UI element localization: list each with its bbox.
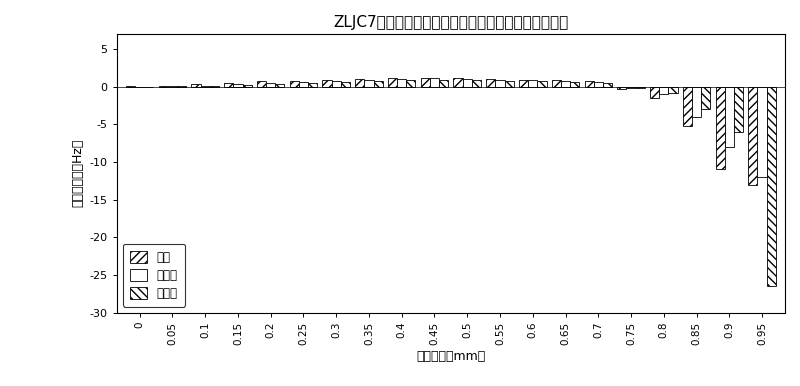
Bar <box>290 81 299 87</box>
Bar <box>618 87 626 89</box>
Bar <box>495 80 505 87</box>
Bar <box>430 78 439 87</box>
Bar <box>766 87 776 286</box>
Bar <box>322 80 332 87</box>
Bar <box>585 81 594 87</box>
Bar <box>682 87 692 126</box>
Bar <box>299 82 308 87</box>
Bar <box>561 81 570 87</box>
Bar <box>748 87 758 185</box>
Bar <box>234 85 242 87</box>
Bar <box>341 82 350 87</box>
Legend: 充水, 充酒精, 充煎油: 充水, 充酒精, 充煎油 <box>122 244 185 306</box>
Bar <box>210 86 219 87</box>
Bar <box>406 80 415 87</box>
Bar <box>308 83 317 87</box>
Bar <box>725 87 734 147</box>
Bar <box>275 84 285 87</box>
Title: ZLJC7型科氏流量计非均匀磨损三阶频率变化量实验値: ZLJC7型科氏流量计非均匀磨损三阶频率变化量实验値 <box>334 15 569 30</box>
Bar <box>439 80 448 87</box>
Bar <box>552 80 561 87</box>
Bar <box>603 83 612 87</box>
Bar <box>266 83 275 87</box>
Bar <box>528 80 538 87</box>
Bar <box>421 78 430 87</box>
Bar <box>462 79 472 87</box>
Bar <box>224 83 234 87</box>
Bar <box>519 80 528 87</box>
X-axis label: 磨损厚度（mm）: 磨损厚度（mm） <box>416 350 486 363</box>
Bar <box>505 81 514 87</box>
Bar <box>355 79 364 87</box>
Bar <box>538 81 546 87</box>
Bar <box>332 81 341 87</box>
Bar <box>659 87 668 94</box>
Bar <box>472 80 481 87</box>
Bar <box>242 85 252 87</box>
Bar <box>388 78 397 87</box>
Bar <box>454 78 462 87</box>
Bar <box>734 87 743 132</box>
Bar <box>374 81 382 87</box>
Bar <box>570 82 579 87</box>
Y-axis label: 频率变化量（Hz）: 频率变化量（Hz） <box>71 139 84 207</box>
Bar <box>191 85 201 87</box>
Bar <box>257 81 266 87</box>
Bar <box>594 82 603 87</box>
Bar <box>650 87 659 98</box>
Bar <box>715 87 725 169</box>
Bar <box>758 87 766 177</box>
Bar <box>364 80 374 87</box>
Bar <box>636 87 645 88</box>
Bar <box>158 86 168 87</box>
Bar <box>397 79 406 87</box>
Bar <box>692 87 701 117</box>
Bar <box>701 87 710 109</box>
Bar <box>486 79 495 87</box>
Bar <box>668 87 678 93</box>
Bar <box>626 87 636 88</box>
Bar <box>201 86 210 87</box>
